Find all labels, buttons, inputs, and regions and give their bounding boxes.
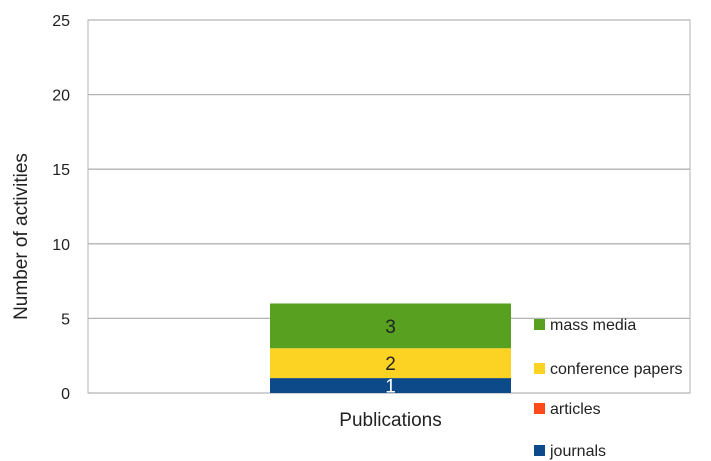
legend-swatch-conference-papers [534,363,545,374]
bar-stack [270,303,511,393]
legend-label: articles [550,401,601,418]
bar-segment-journals [270,378,511,393]
legend-label: conference papers [550,361,683,378]
data-label: 2 [385,354,396,375]
y-axis-label: Number of activities [11,153,32,320]
data-labels: 12 3 [385,317,396,398]
legend: mass media conference papers articles journ… [534,317,683,460]
y-tick-label: 10 [52,237,70,254]
legend-swatch-journals [534,445,545,456]
y-tick-label: 15 [52,162,70,179]
y-tick-label: 20 [52,88,70,105]
bar-segment-mass-media [270,303,511,349]
bar-segment-conference-papers [270,348,511,379]
y-tick-label: 0 [61,386,70,403]
y-tick-label: 5 [61,311,70,328]
legend-label: mass media [550,317,636,334]
data-label: 3 [385,317,396,338]
data-label: 1 [385,377,396,398]
x-tick-label: Publications [339,410,441,431]
legend-swatch-articles [534,403,545,414]
y-axis-ticks: 0 5 10 15 20 25 [52,13,70,403]
legend-label: journals [549,443,606,460]
legend-swatch-mass-media [534,319,545,330]
y-tick-label: 25 [52,13,70,30]
